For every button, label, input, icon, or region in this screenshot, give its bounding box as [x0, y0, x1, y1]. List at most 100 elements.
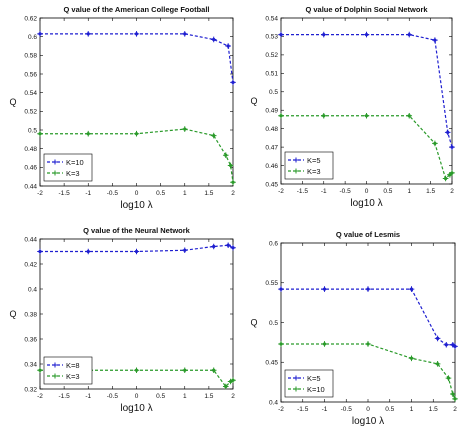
data-point-dot [279, 287, 283, 291]
x-tick-label: -1 [322, 406, 328, 413]
y-axis-label: Q [250, 318, 257, 328]
data-point-dot [38, 132, 42, 136]
y-tick-label: 0.42 [24, 261, 37, 268]
y-tick-label: 0.38 [24, 311, 37, 318]
data-point-dot [279, 33, 283, 37]
data-point-dot [212, 244, 216, 249]
data-point-dot [183, 248, 187, 252]
y-tick-label: 0.4 [269, 399, 278, 406]
legend-marker [293, 168, 299, 174]
data-point-dot [228, 163, 233, 168]
x-tick-label: 1.5 [204, 190, 213, 197]
y-tick-label: 0.53 [265, 34, 278, 41]
series-line-2 [40, 128, 234, 183]
x-tick-label: 2 [453, 406, 457, 413]
data-point-dot [322, 342, 327, 346]
legend-label: K=3 [66, 169, 80, 178]
legend-marker [52, 373, 58, 379]
y-tick-label: 0.54 [24, 90, 37, 97]
x-tick-label: 1.5 [204, 393, 213, 400]
data-point-dot [409, 356, 414, 360]
data-point-dot [446, 130, 450, 134]
y-axis-label: Q [9, 97, 16, 107]
data-point-dot [231, 246, 235, 250]
data-point-dot [183, 127, 187, 131]
x-tick-label: 0 [365, 188, 369, 195]
legend-box [284, 369, 334, 398]
x-tick-label: 0.5 [383, 188, 392, 195]
x-axis-label: log10 λ [350, 198, 382, 209]
data-point-dot [436, 336, 440, 340]
legend-marker [293, 386, 299, 392]
data-point-dot [86, 249, 90, 254]
legend-label: K=5 [307, 374, 321, 383]
chart-title: Q value of the American College Football [64, 5, 210, 14]
chart-panel-1: Q value of the American College Football… [9, 5, 236, 211]
y-tick-label: 0.47 [265, 144, 278, 151]
data-point-dot [38, 249, 42, 254]
x-tick-label: 2 [231, 190, 235, 197]
legend-marker [293, 375, 299, 381]
data-point-dot [444, 343, 448, 347]
x-tick-label: -1.5 [59, 393, 71, 400]
x-axis-label: log10 λ [120, 200, 152, 211]
legend-marker [52, 159, 58, 165]
y-tick-label: 0.48 [24, 146, 37, 153]
y-tick-label: 0.58 [24, 53, 37, 60]
data-point-dot [450, 171, 454, 175]
data-point-dot [433, 38, 437, 42]
legend-box [43, 153, 93, 182]
y-tick-label: 0.46 [265, 163, 278, 170]
y-tick-label: 0.46 [24, 165, 37, 172]
y-axis-label: Q [9, 309, 16, 319]
data-point-dot [322, 114, 326, 118]
x-tick-label: -1 [85, 190, 91, 197]
x-tick-label: 0 [366, 406, 370, 413]
x-tick-label: -0.5 [107, 393, 119, 400]
data-point-dot [433, 141, 437, 146]
x-tick-label: -1.5 [297, 188, 309, 195]
data-point-dot [231, 180, 235, 184]
y-tick-label: 0.44 [24, 236, 37, 243]
x-tick-label: -0.5 [340, 188, 352, 195]
chart-panel-2: Q value of Dolphin Social Network -2 -1.5 -… [250, 5, 455, 209]
data-point-dot [364, 33, 369, 37]
y-tick-label: 0.49 [265, 108, 278, 115]
y-tick-label: 0.51 [265, 71, 278, 78]
legend-label: K=10 [66, 158, 84, 167]
x-tick-label: 1.5 [429, 406, 438, 413]
legend: K=5 K=10 [284, 369, 334, 398]
x-tick-label: 0 [135, 190, 139, 197]
chart-panel-4: Q value of Lesmis -2 -1.5 -1 -0.5 0 0.5 1 1.5 2 0.… [250, 230, 458, 427]
data-point-dot [231, 378, 235, 382]
legend-box [43, 356, 93, 385]
x-tick-label: 1 [407, 188, 411, 195]
data-point-dot [183, 32, 187, 36]
data-point-dot [453, 344, 457, 348]
data-point-dot [212, 134, 216, 138]
data-point-dot [407, 33, 411, 37]
data-point-dot [443, 176, 448, 181]
y-tick-label: 0.44 [24, 183, 37, 190]
x-tick-label: 0 [135, 393, 139, 400]
y-tick-label: 0.36 [24, 336, 37, 343]
data-point-dot [38, 32, 42, 36]
data-point-dot [366, 342, 370, 346]
chart-title: Q value of Dolphin Social Network [305, 5, 428, 14]
data-point-dot [446, 376, 451, 380]
x-tick-label: -2 [37, 190, 43, 197]
x-tick-label: -0.5 [107, 190, 119, 197]
legend-box [284, 151, 334, 180]
x-tick-label: 0.5 [156, 393, 165, 400]
y-tick-label: 0.52 [24, 109, 37, 116]
data-point-dot [134, 368, 139, 372]
data-point-dot [183, 368, 187, 372]
data-point-dot [134, 132, 139, 136]
y-tick-label: 0.55 [265, 280, 278, 287]
data-point-dot [407, 114, 411, 118]
y-tick-label: 0.48 [265, 126, 278, 133]
data-point-dot [364, 114, 369, 118]
x-tick-label: -2 [278, 188, 284, 195]
legend: K=10 K=3 [43, 153, 93, 182]
